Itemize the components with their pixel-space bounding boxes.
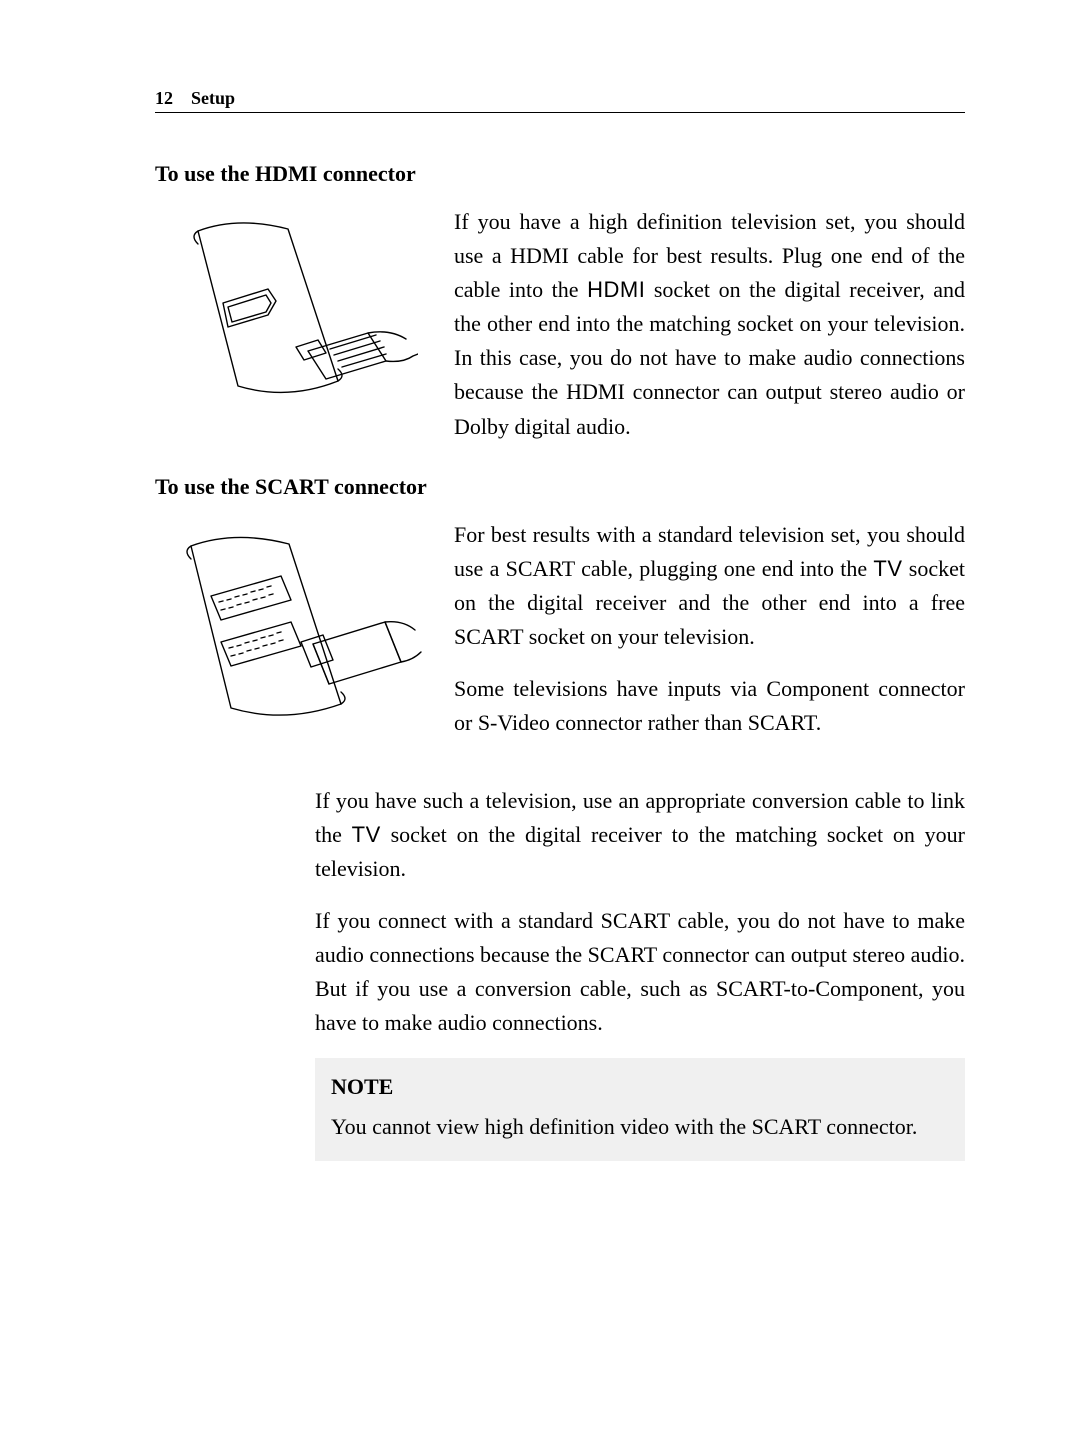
scart-paragraphs-side: For best results with a standard televis…: [454, 518, 965, 754]
scart-para3: If you have such a television, use an ap…: [315, 784, 965, 886]
hdmi-connector-illustration: [168, 211, 418, 431]
hdmi-heading: To use the HDMI connector: [155, 161, 965, 187]
note-box: NOTE You cannot view high definition vid…: [315, 1058, 965, 1160]
note-label: NOTE: [331, 1070, 949, 1104]
scart-para4: If you connect with a standard SCART cab…: [315, 904, 965, 1040]
scart-figure: [155, 518, 430, 754]
hdmi-paragraph: If you have a high definition television…: [454, 205, 965, 444]
scart-para1-socket-label: TV: [873, 556, 902, 581]
page-number: 12: [155, 88, 173, 109]
scart-para3-b: socket on the digital receiver to the ma…: [315, 822, 965, 881]
scart-heading: To use the SCART connector: [155, 474, 965, 500]
scart-connector-illustration: [163, 524, 423, 754]
manual-page: 12 Setup To use the HDMI connector: [0, 0, 1080, 1161]
scart-para1: For best results with a standard televis…: [454, 518, 965, 654]
hdmi-block: If you have a high definition television…: [155, 205, 965, 444]
scart-block: For best results with a standard televis…: [155, 518, 965, 754]
running-header: 12 Setup: [155, 88, 965, 113]
note-text: You cannot view high definition video wi…: [331, 1110, 949, 1144]
hdmi-figure: [155, 205, 430, 444]
scart-para3-socket-label: TV: [352, 822, 381, 847]
scart-para2: Some televisions have inputs via Compone…: [454, 672, 965, 740]
page-running-title: Setup: [191, 88, 235, 109]
hdmi-socket-label: HDMI: [587, 277, 645, 302]
